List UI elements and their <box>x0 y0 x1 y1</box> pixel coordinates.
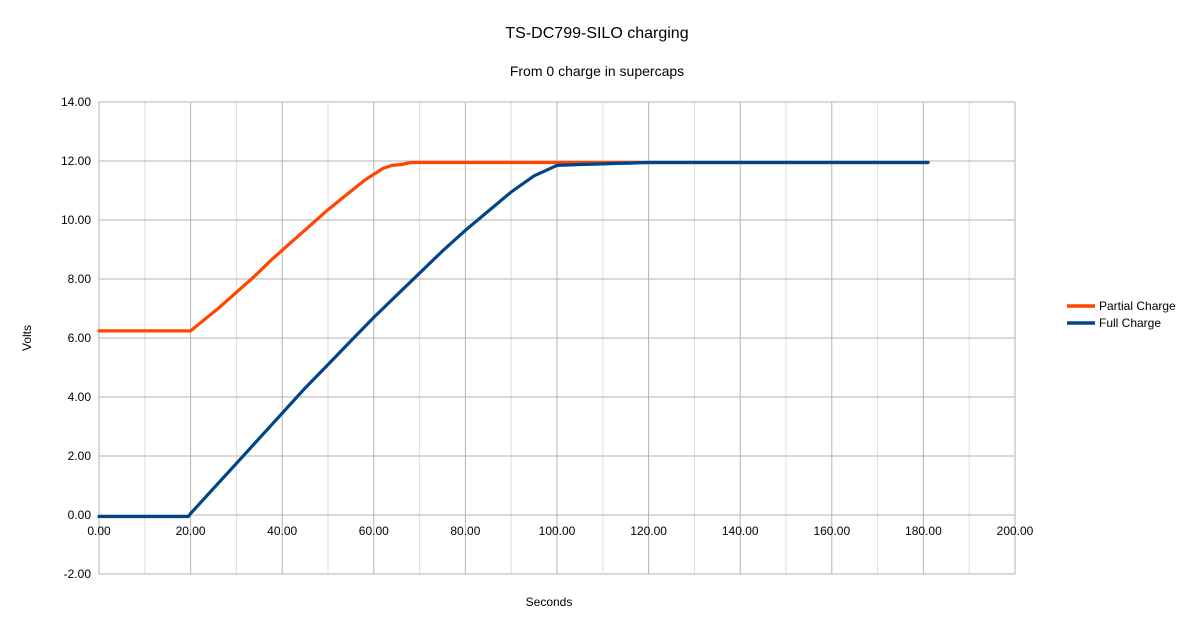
y-tick-label: 4.00 <box>68 390 92 404</box>
x-tick-label: 180.00 <box>905 524 942 538</box>
x-tick-label: 200.00 <box>997 524 1034 538</box>
x-tick-label: 100.00 <box>539 524 576 538</box>
grid-lines <box>98 101 1016 575</box>
x-tick-label: 120.00 <box>630 524 667 538</box>
y-tick-label: 10.00 <box>61 213 91 227</box>
series-line-partial-charge <box>97 160 930 333</box>
x-tick-label: 0.00 <box>87 524 111 538</box>
series-line-full-charge <box>97 160 930 519</box>
y-tick-label: 8.00 <box>68 272 92 286</box>
x-tick-label: 140.00 <box>722 524 759 538</box>
y-tick-label: 0.00 <box>68 508 92 522</box>
tick-labels: 0.00 20.00 40.00 60.00 80.00 100.00 120.00 140.… <box>61 95 1034 581</box>
x-tick-label: 160.00 <box>813 524 850 538</box>
y-axis-label: Volts <box>20 325 34 351</box>
y-tick-label: 12.00 <box>61 154 91 168</box>
x-axis-label: Seconds <box>526 595 573 609</box>
y-tick-label: 2.00 <box>68 449 92 463</box>
chart-subtitle: From 0 charge in supercaps <box>510 63 684 79</box>
y-tick-label: 6.00 <box>68 331 92 345</box>
x-tick-label: 60.00 <box>359 524 389 538</box>
y-tick-label: 14.00 <box>61 95 91 109</box>
series-lines <box>97 160 930 519</box>
x-tick-label: 80.00 <box>450 524 480 538</box>
x-tick-label: 20.00 <box>176 524 206 538</box>
legend-label: Partial Charge <box>1099 299 1176 313</box>
x-tick-label: 40.00 <box>267 524 297 538</box>
chart-title: TS-DC799-SILO charging <box>505 25 688 42</box>
legend: Partial Charge Full Charge <box>1067 299 1176 330</box>
y-tick-label: -2.00 <box>64 567 92 581</box>
legend-label: Full Charge <box>1099 316 1161 330</box>
